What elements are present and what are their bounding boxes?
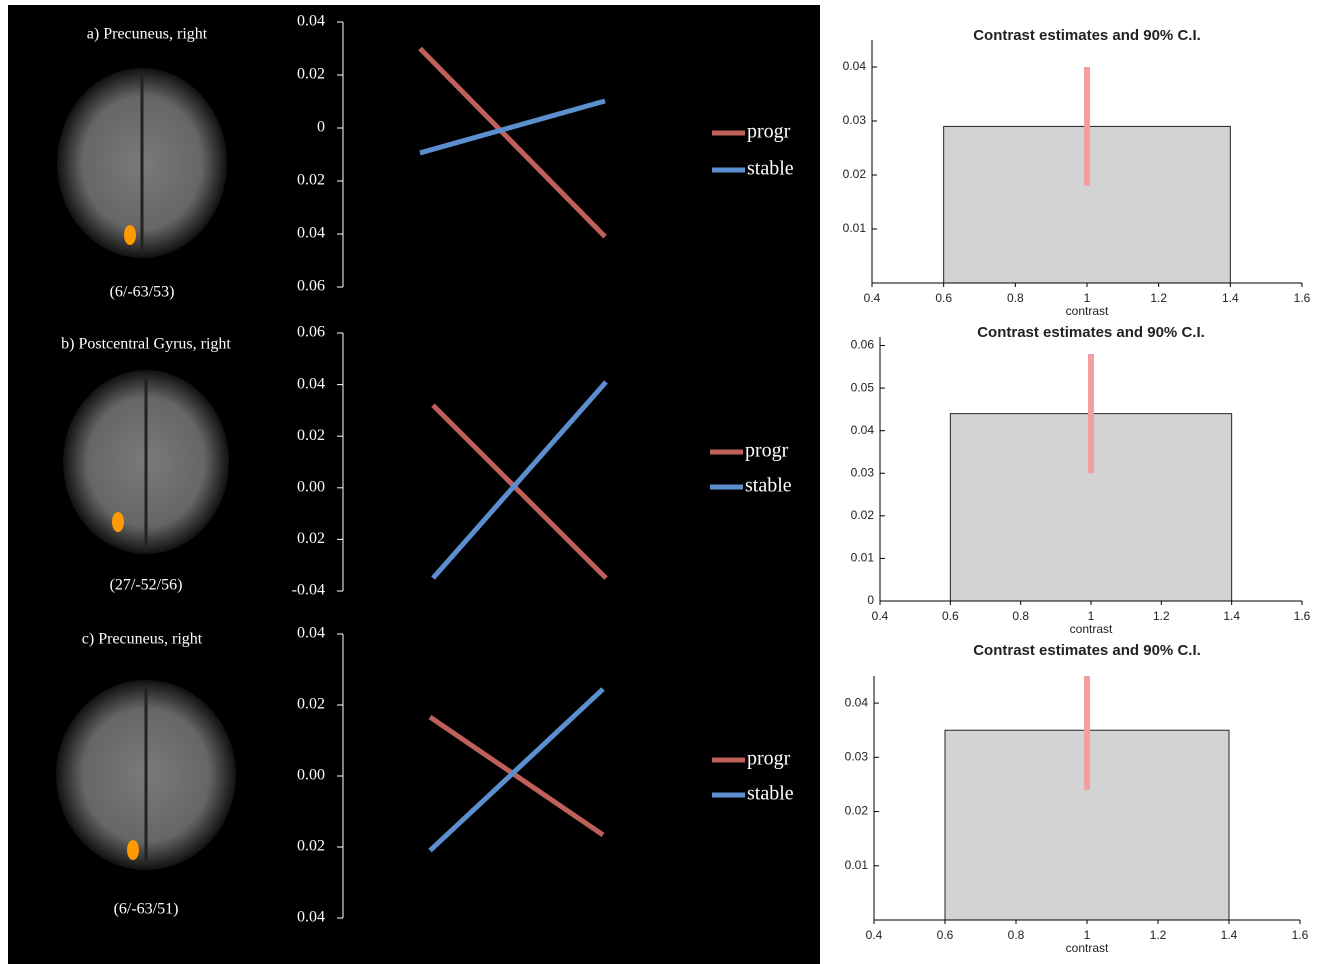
coordinates: (6/-63/51)	[114, 901, 179, 918]
coordinates: (6/-63/53)	[110, 284, 175, 301]
y-tick-label: 0.05	[851, 380, 875, 394]
y-tick-label: 0.01	[843, 221, 867, 235]
y-tick-label: 0	[867, 593, 874, 607]
legend-label: progr	[745, 440, 789, 462]
coordinates: (27/-52/56)	[110, 577, 183, 594]
x-axis-label: contrast	[1066, 941, 1109, 955]
y-tick-label: 0.01	[851, 551, 875, 565]
y-tick-label: 0.00	[297, 767, 325, 784]
panel-title: b) Postcentral Gyrus, right	[61, 336, 231, 353]
x-tick-label: 0.8	[1008, 928, 1025, 942]
y-tick-label: 0.02	[297, 696, 325, 713]
x-tick-label: 1	[1084, 291, 1091, 305]
chart-title: Contrast estimates and 90% C.I.	[977, 324, 1205, 341]
x-tick-label: 1	[1088, 609, 1095, 623]
x-tick-label: 0.4	[872, 609, 889, 623]
y-tick-label: 0.04	[297, 225, 325, 242]
x-tick-label: 0.8	[1012, 609, 1029, 623]
y-tick-label: 0.06	[297, 324, 325, 341]
y-tick-label: 0.02	[297, 172, 325, 189]
y-tick-label: 0.04	[843, 59, 867, 73]
y-tick-label: 0.03	[851, 465, 875, 479]
legend-label: progr	[747, 748, 791, 770]
x-tick-label: 1.4	[1223, 609, 1240, 623]
x-tick-label: 1.6	[1294, 291, 1311, 305]
activation-spot	[127, 840, 139, 860]
x-tick-label: 1.2	[1150, 928, 1167, 942]
x-tick-label: 1.2	[1150, 291, 1167, 305]
y-tick-label: 0.02	[297, 66, 325, 83]
legend-label: stable	[747, 783, 794, 805]
legend-label: progr	[747, 121, 791, 143]
x-tick-label: 1.2	[1153, 609, 1170, 623]
y-tick-label: 0.04	[297, 909, 325, 926]
y-tick-label: 0.02	[297, 530, 325, 547]
y-tick-label: 0.02	[845, 804, 869, 818]
x-tick-label: 1.4	[1221, 928, 1238, 942]
figure: a) Precuneus, right (6/-63/53) 0.04 0.02 0 0.…	[0, 0, 1326, 964]
x-axis-label: contrast	[1066, 304, 1109, 318]
x-tick-label: 0.4	[864, 291, 881, 305]
legend-label: stable	[745, 475, 792, 497]
y-tick-label: 0.02	[851, 508, 875, 522]
y-tick-label: 0.02	[843, 167, 867, 181]
x-tick-label: 0.6	[942, 609, 959, 623]
y-tick-label: -0.04	[292, 582, 325, 599]
x-tick-label: 1	[1084, 928, 1091, 942]
x-tick-label: 0.8	[1007, 291, 1024, 305]
y-tick-label: 0.02	[297, 838, 325, 855]
y-tick-label: 0.06	[851, 338, 875, 352]
chart-title: Contrast estimates and 90% C.I.	[973, 27, 1201, 44]
x-tick-label: 1.4	[1222, 291, 1239, 305]
y-tick-label: 0.04	[297, 13, 325, 30]
x-tick-label: 0.6	[937, 928, 954, 942]
x-tick-label: 0.4	[866, 928, 883, 942]
x-tick-label: 0.6	[935, 291, 952, 305]
y-tick-label: 0.04	[845, 695, 869, 709]
x-axis-label: contrast	[1070, 622, 1113, 636]
panel-title: c) Precuneus, right	[82, 631, 203, 648]
y-tick-label: 0.04	[297, 375, 325, 392]
x-tick-label: 1.6	[1292, 928, 1309, 942]
x-tick-label: 1.6	[1294, 609, 1311, 623]
activation-spot	[124, 225, 136, 245]
y-tick-label: 0.01	[845, 858, 869, 872]
y-tick-label: 0.03	[843, 113, 867, 127]
y-tick-label: 0.04	[297, 625, 325, 642]
y-tick-label: 0.04	[851, 423, 875, 437]
y-tick-label: 0.02	[297, 427, 325, 444]
y-tick-label: 0	[317, 119, 325, 136]
legend-label: stable	[747, 158, 794, 180]
panel-title: a) Precuneus, right	[87, 26, 208, 43]
y-tick-label: 0.00	[297, 478, 325, 495]
chart-title: Contrast estimates and 90% C.I.	[973, 642, 1201, 659]
y-tick-label: 0.06	[297, 278, 325, 295]
activation-spot	[112, 512, 124, 532]
y-tick-label: 0.03	[845, 750, 869, 764]
